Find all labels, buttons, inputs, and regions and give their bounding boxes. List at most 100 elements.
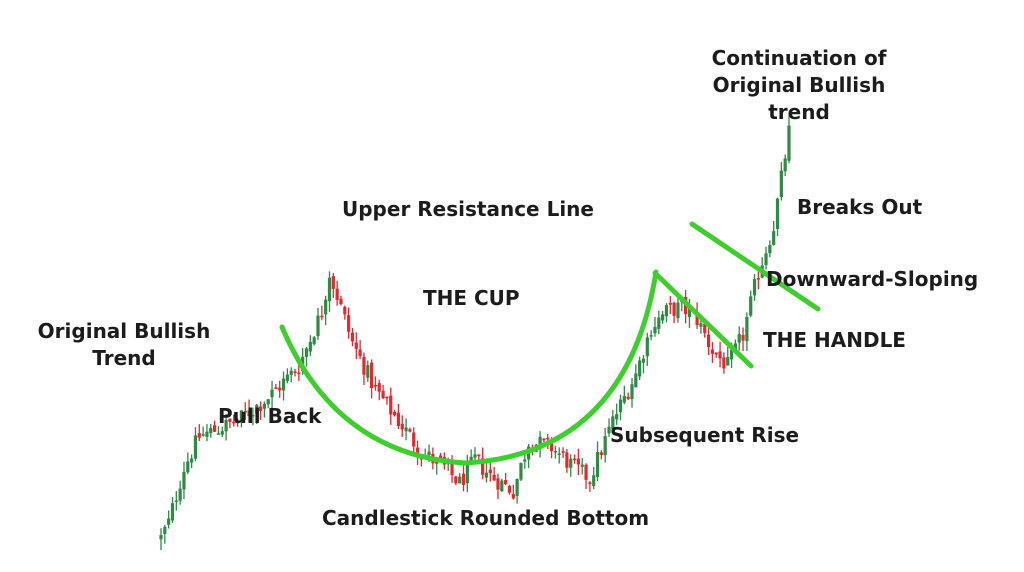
candle-body-down xyxy=(492,474,496,481)
candle-body-up xyxy=(186,461,190,473)
candle-body-down xyxy=(320,315,324,318)
upper-resistance-label: Upper Resistance Line xyxy=(342,197,594,221)
candle-body-up xyxy=(745,317,749,342)
candle-body-down xyxy=(392,412,397,416)
original-trend-label: Original Bullish Trend xyxy=(34,318,214,372)
candle-body-down xyxy=(331,276,335,289)
candle-body-up xyxy=(289,370,293,375)
candle-body-up xyxy=(595,451,600,478)
candle-body-down xyxy=(703,323,707,334)
candle-body-down xyxy=(247,410,251,417)
breaks-out-label: Breaks Out xyxy=(797,195,923,219)
candle-body-up xyxy=(657,317,661,329)
candle-body-down xyxy=(565,452,569,468)
candle-body-down xyxy=(258,406,263,412)
candle-body-up xyxy=(615,414,619,420)
candle-body-up xyxy=(726,357,730,366)
candle-body-up xyxy=(209,428,213,434)
candle-body-down xyxy=(335,288,339,300)
candle-body-up xyxy=(458,476,462,484)
candle-body-down xyxy=(454,476,458,484)
candle-body-down xyxy=(415,447,420,456)
candle-body-up xyxy=(484,472,489,478)
candle-body-up xyxy=(641,358,646,363)
candle-body-up xyxy=(764,253,768,265)
candle-body-up xyxy=(611,416,615,430)
candle-body-up xyxy=(603,436,607,456)
candle-body-down xyxy=(599,452,603,455)
candle-body-up xyxy=(182,471,186,490)
candle-body-up xyxy=(251,414,255,417)
candle-body-down xyxy=(511,494,515,499)
candle-body-up xyxy=(515,478,519,496)
candle-body-up xyxy=(190,458,194,463)
candle-body-down xyxy=(450,462,454,475)
candle-body-up xyxy=(630,384,634,400)
candle-body-down xyxy=(496,478,500,490)
candle-body-up xyxy=(255,404,259,414)
continuation-label-line1: Continuation of xyxy=(711,46,887,70)
candle-body-up xyxy=(664,305,669,317)
candle-body-up xyxy=(174,500,178,503)
candle-body-down xyxy=(741,335,745,341)
candle-body-down xyxy=(438,455,443,460)
candle-body-down xyxy=(408,429,412,432)
candle-body-up xyxy=(163,526,167,535)
candle-body-up xyxy=(304,348,309,357)
candle-body-up xyxy=(473,454,477,458)
candle-body-down xyxy=(232,421,236,424)
candle-body-up xyxy=(557,453,561,456)
candle-body-down xyxy=(626,396,630,399)
the-cup-label: THE CUP xyxy=(423,286,520,310)
candle-body-up xyxy=(638,360,642,377)
candle-body-up xyxy=(676,302,680,319)
candle-body-down xyxy=(576,458,580,465)
candle-body-down xyxy=(714,352,718,355)
candle-body-down xyxy=(668,303,672,305)
candle-body-down xyxy=(584,464,588,480)
candle-body-up xyxy=(266,399,270,405)
candle-body-up xyxy=(580,464,584,467)
candle-body-down xyxy=(377,383,381,392)
candle-body-up xyxy=(308,341,312,352)
candle-body-up xyxy=(519,462,523,480)
candle-body-down xyxy=(481,458,485,475)
candle-body-down xyxy=(542,438,546,441)
candle-body-down xyxy=(561,451,565,453)
candle-body-up xyxy=(592,475,596,486)
candle-body-down xyxy=(546,437,550,440)
candle-body-down xyxy=(274,387,278,389)
candle-body-up xyxy=(749,296,753,316)
downward-sloping-label: Downward-Sloping xyxy=(766,267,979,291)
handle-upper-trendline xyxy=(689,221,821,312)
candle-body-up xyxy=(201,434,205,436)
candle-body-up xyxy=(622,395,626,403)
candle-body-up xyxy=(312,337,316,345)
candle-body-up xyxy=(772,231,776,245)
subsequent-rise-label: Subsequent Rise xyxy=(610,423,800,447)
candle-body-down xyxy=(488,469,492,474)
candle-body-up xyxy=(316,315,320,337)
candle-body-down xyxy=(370,362,374,389)
candle-body-down xyxy=(278,387,282,391)
candle-body-up xyxy=(569,458,573,468)
candle-body-down xyxy=(710,349,715,354)
candle-body-down xyxy=(297,372,301,375)
continuation-label-line2: Original Bullish xyxy=(712,73,886,97)
handle-lower-trendline xyxy=(652,270,754,369)
candle-body-down xyxy=(672,302,676,316)
candlestick-series xyxy=(159,115,791,551)
candle-body-up xyxy=(404,427,408,432)
candle-body-up xyxy=(553,451,558,453)
candle-body-up xyxy=(645,337,649,357)
candle-body-down xyxy=(588,482,592,485)
candle-body-down xyxy=(381,390,385,399)
candle-body-up xyxy=(783,158,787,172)
candle-body-up xyxy=(324,299,328,315)
candle-body-up xyxy=(205,431,209,437)
candle-body-up xyxy=(193,435,198,459)
candle-body-down xyxy=(362,356,366,375)
candle-body-up xyxy=(281,378,286,391)
candle-body-up xyxy=(634,373,638,388)
